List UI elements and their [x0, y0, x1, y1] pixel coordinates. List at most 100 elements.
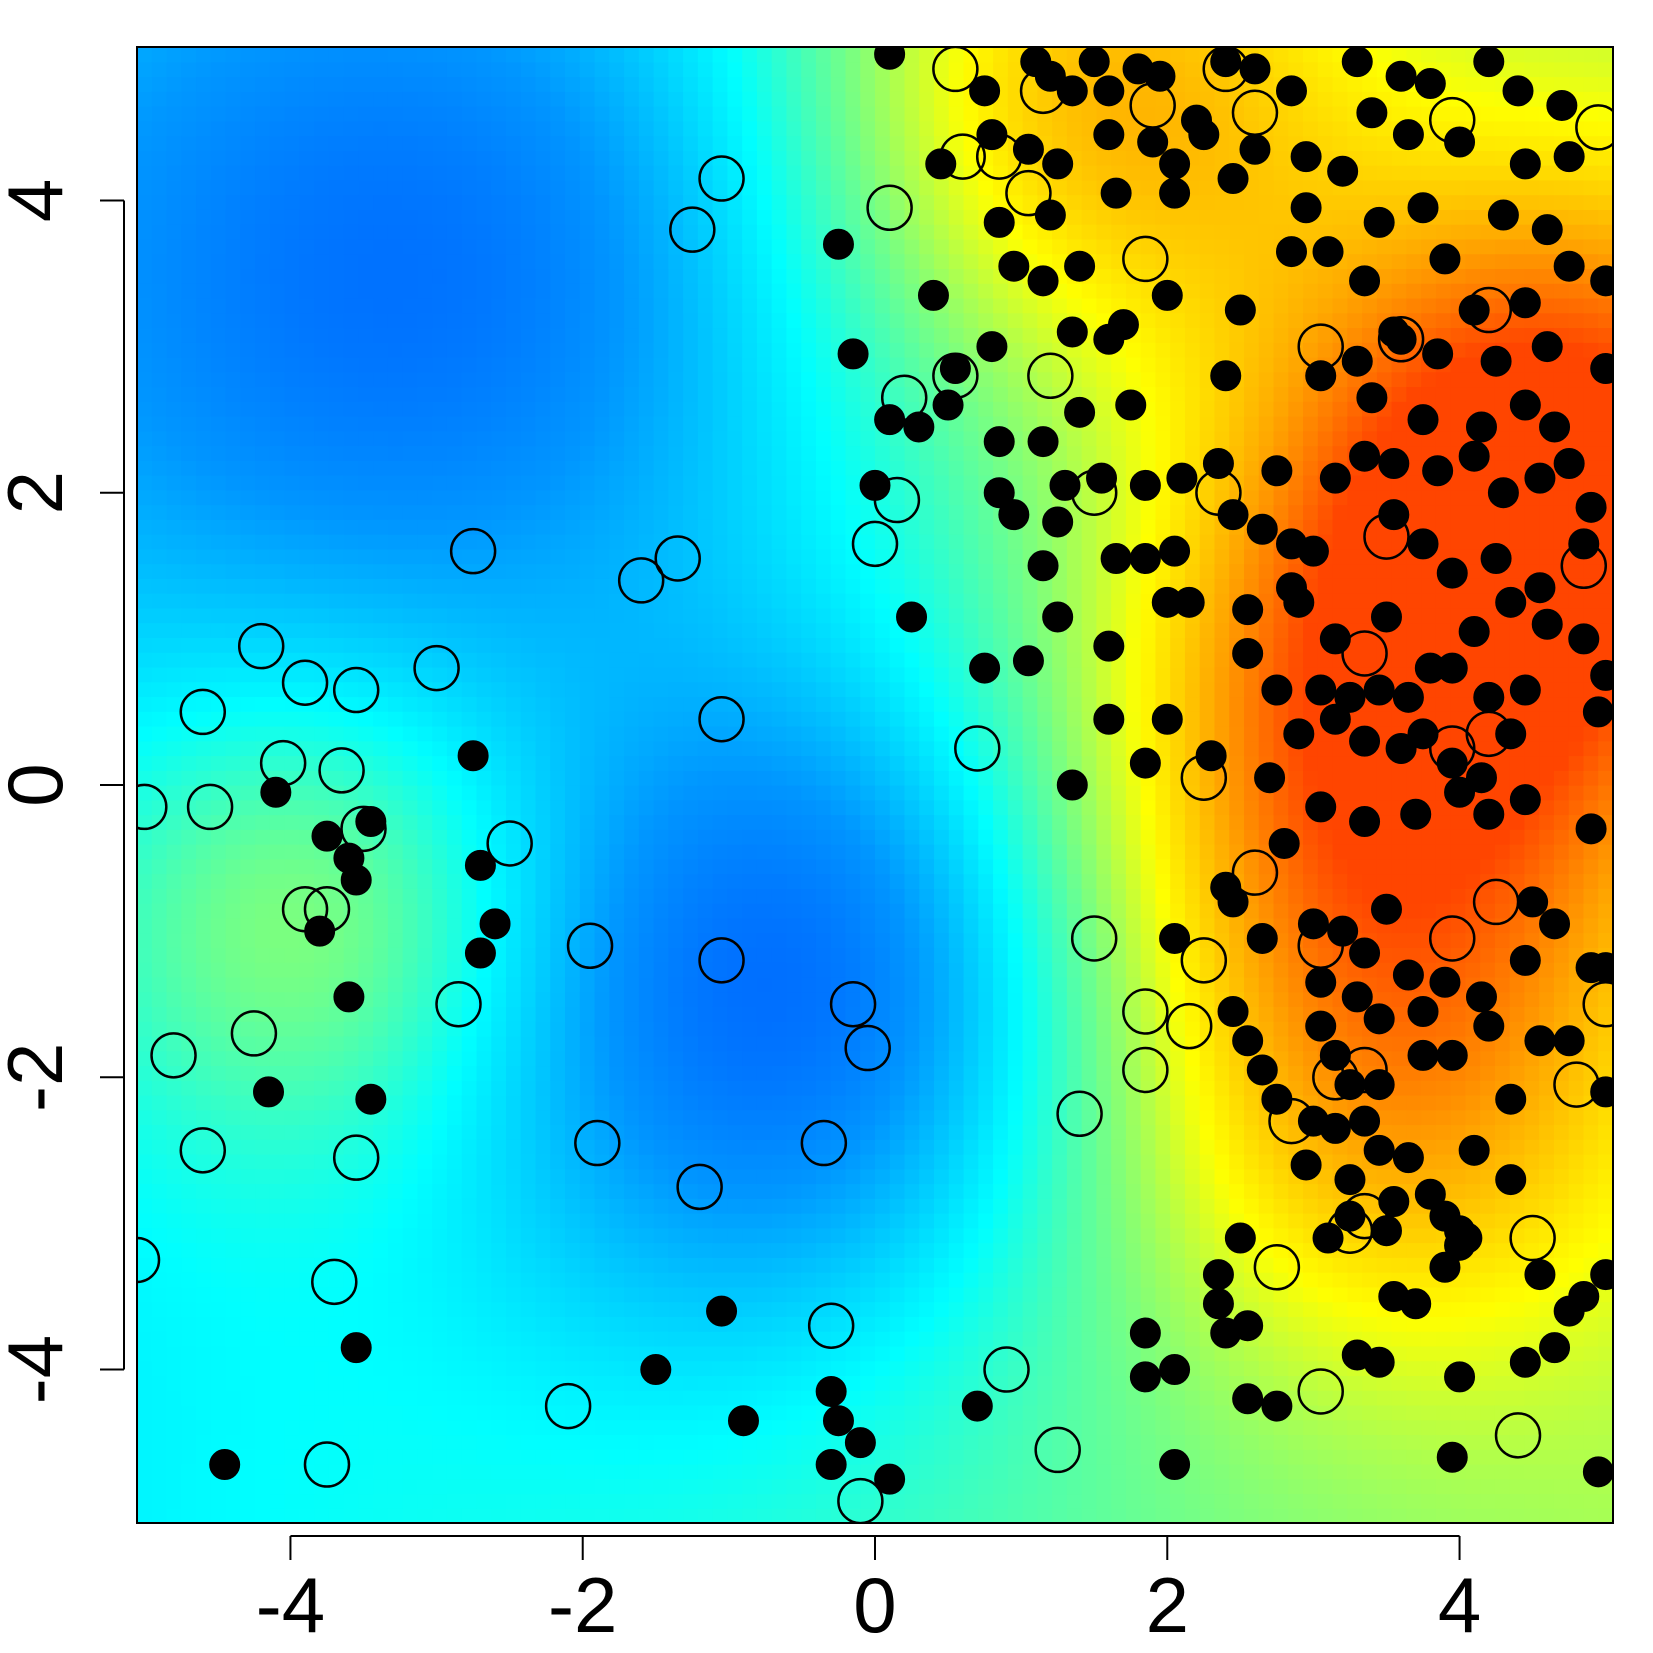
heatmap-cell — [314, 283, 330, 299]
heatmap-cell — [137, 578, 153, 594]
heatmap-cell — [269, 47, 286, 63]
heatmap-cell — [387, 1257, 404, 1273]
heatmap-cell — [210, 1080, 227, 1096]
heatmap-cell — [387, 519, 404, 535]
heatmap-cell — [697, 1021, 714, 1037]
heatmap-cell — [196, 91, 212, 107]
heatmap-cell — [417, 770, 433, 786]
heatmap-cell — [402, 460, 419, 476]
heatmap-cell — [638, 1493, 655, 1509]
heatmap-cell — [491, 1242, 507, 1258]
heatmap-cell — [166, 327, 182, 343]
heatmap-cell — [815, 401, 832, 417]
heatmap-cell — [683, 445, 699, 461]
heatmap-cell — [358, 622, 374, 638]
heatmap-cell — [343, 179, 359, 196]
heatmap-cell — [151, 312, 168, 329]
heatmap-cell — [520, 1050, 537, 1067]
heatmap-cell — [506, 740, 522, 757]
heatmap-cell — [491, 106, 507, 122]
heatmap-cell — [314, 1508, 330, 1523]
heatmap-cell — [210, 1050, 227, 1067]
heatmap-cell — [697, 1390, 714, 1406]
heatmap-cell — [845, 165, 861, 181]
heatmap-cell — [299, 666, 315, 683]
heatmap-cell — [565, 179, 581, 196]
heatmap-cell — [579, 1124, 596, 1140]
heatmap-cell — [373, 150, 389, 166]
heatmap-cell — [491, 238, 507, 255]
heatmap-cell — [845, 903, 861, 919]
heatmap-cell — [565, 268, 581, 284]
heatmap-cell — [151, 1478, 168, 1495]
heatmap-cell — [417, 1124, 433, 1140]
heatmap-cell — [565, 150, 581, 166]
heatmap-cell — [196, 1478, 212, 1495]
heatmap-cell — [815, 1286, 832, 1303]
heatmap-cell — [786, 1375, 802, 1391]
heatmap-cell — [860, 416, 876, 432]
heatmap-cell — [727, 1242, 743, 1258]
heatmap-cell — [387, 1139, 404, 1155]
heatmap-cell — [594, 711, 610, 727]
heatmap-cell — [638, 489, 655, 506]
heatmap-cell — [801, 1478, 817, 1495]
heatmap-cell — [181, 371, 197, 388]
heatmap-cell — [756, 1006, 773, 1022]
heatmap-cell — [638, 1390, 655, 1406]
heatmap-cell — [520, 962, 537, 978]
heatmap-cell — [786, 607, 802, 624]
heatmap-cell — [653, 1198, 669, 1214]
heatmap-cell — [712, 1154, 728, 1170]
heatmap-cell — [550, 356, 566, 373]
heatmap-cell — [166, 976, 182, 993]
heatmap-cell — [328, 711, 345, 727]
heatmap-cell — [343, 607, 359, 624]
heatmap-cell — [137, 386, 153, 402]
heatmap-cell — [801, 755, 817, 771]
heatmap-cell — [196, 1390, 212, 1406]
heatmap-cell — [491, 165, 507, 181]
heatmap-cell — [299, 120, 315, 137]
heatmap-cell — [830, 135, 847, 151]
heatmap-cell — [255, 194, 271, 210]
heatmap-cell — [520, 740, 537, 757]
heatmap-cell — [727, 386, 743, 402]
heatmap-cell — [284, 342, 300, 358]
heatmap-cell — [269, 1139, 286, 1155]
heatmap-cell — [373, 1168, 389, 1185]
heatmap-cell — [712, 947, 728, 963]
heatmap-cell — [771, 1094, 788, 1111]
heatmap-cell — [314, 120, 330, 137]
heatmap-cell — [860, 1124, 876, 1140]
heatmap-cell — [328, 194, 345, 210]
heatmap-cell — [771, 327, 788, 343]
heatmap-cell — [240, 1006, 256, 1022]
heatmap-cell — [461, 1286, 478, 1303]
heatmap-cell — [358, 1139, 374, 1155]
heatmap-cell — [815, 1257, 832, 1273]
heatmap-cell — [565, 47, 581, 63]
heatmap-cell — [712, 283, 728, 299]
heatmap-cell — [151, 844, 168, 860]
heatmap-cell — [742, 711, 758, 727]
heatmap-cell — [830, 150, 847, 166]
heatmap-cell — [727, 1006, 743, 1022]
heatmap-cell — [815, 327, 832, 343]
heatmap-cell — [712, 312, 728, 329]
heatmap-cell — [432, 888, 448, 904]
heatmap-cell — [151, 607, 168, 624]
heatmap-cell — [225, 1080, 241, 1096]
heatmap-cell — [284, 504, 300, 520]
heatmap-cell — [638, 903, 655, 919]
heatmap-cell — [742, 1035, 758, 1052]
heatmap-cell — [712, 932, 728, 948]
heatmap-cell — [786, 416, 802, 432]
heatmap-cell — [491, 799, 507, 816]
heatmap-cell — [579, 1272, 596, 1288]
heatmap-cell — [225, 519, 241, 535]
heatmap-cell — [683, 1419, 699, 1436]
heatmap-cell — [491, 962, 507, 978]
heatmap-cell — [255, 903, 271, 919]
heatmap-cell — [151, 770, 168, 786]
